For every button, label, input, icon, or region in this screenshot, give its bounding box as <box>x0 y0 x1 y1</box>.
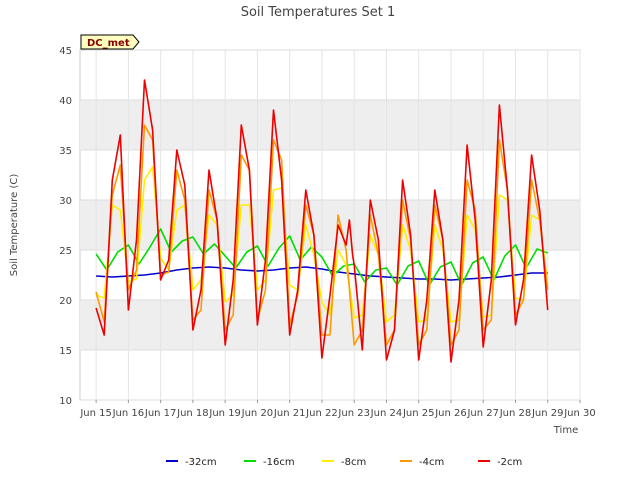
y-tick-label: 20 <box>59 296 72 307</box>
x-axis-ticks: Jun 15 Jun 16 Jun 17 Jun 18 Jun 19 Jun 20 Jun … <box>79 400 596 419</box>
x-tick-label: Jun 26 <box>434 408 467 419</box>
y-tick-label: 10 <box>59 396 72 407</box>
x-tick-label: Jun 15 <box>79 408 112 419</box>
x-tick-label: Jun 29 <box>531 408 564 419</box>
chart-title: Soil Temperatures Set 1 <box>241 5 396 20</box>
x-tick-label: Jun 23 <box>337 408 370 419</box>
y-axis-ticks: 10 15 20 25 30 35 40 45 <box>59 46 72 407</box>
legend: -32cm -16cm -8cm -4cm -2cm <box>166 457 522 468</box>
y-tick-label: 25 <box>59 246 72 257</box>
x-tick-label: Jun 21 <box>273 408 306 419</box>
x-tick-label: Jun 24 <box>370 408 403 419</box>
x-tick-label: Jun 22 <box>305 408 338 419</box>
grid-band <box>80 200 580 250</box>
x-tick-label: Jun 30 <box>563 408 596 419</box>
y-tick-label: 40 <box>59 96 72 107</box>
y-tick-label: 45 <box>59 46 72 57</box>
y-tick-label: 15 <box>59 346 72 357</box>
x-tick-label: Jun 17 <box>144 408 177 419</box>
legend-label: -8cm <box>341 457 366 468</box>
x-tick-label: Jun 28 <box>499 408 532 419</box>
series-line-minus-8cm <box>95 166 549 323</box>
legend-label: -4cm <box>419 457 444 468</box>
y-axis-label: Soil Temperature (C) <box>9 174 20 277</box>
series-line-minus-2cm <box>95 79 549 363</box>
badge-box <box>80 34 140 50</box>
badge-label: DC_met <box>87 38 130 49</box>
y-tick-label: 30 <box>59 196 72 207</box>
series-line-minus-32cm <box>96 266 548 281</box>
x-tick-label: Jun 20 <box>241 408 274 419</box>
y-tick-label: 35 <box>59 146 72 157</box>
x-tick-label: Jun 16 <box>112 408 145 419</box>
site-badge: DC_met <box>80 34 140 50</box>
legend-label: -2cm <box>497 457 522 468</box>
x-tick-label: Jun 25 <box>402 408 435 419</box>
legend-label: -32cm <box>185 457 217 468</box>
series-lines <box>95 79 549 363</box>
legend-label: -16cm <box>263 457 295 468</box>
grid-band <box>80 100 580 150</box>
x-tick-label: Jun 18 <box>176 408 209 419</box>
x-tick-label: Jun 27 <box>466 408 499 419</box>
x-tick-label: Jun 19 <box>208 408 241 419</box>
x-axis-label: Time <box>553 425 578 436</box>
